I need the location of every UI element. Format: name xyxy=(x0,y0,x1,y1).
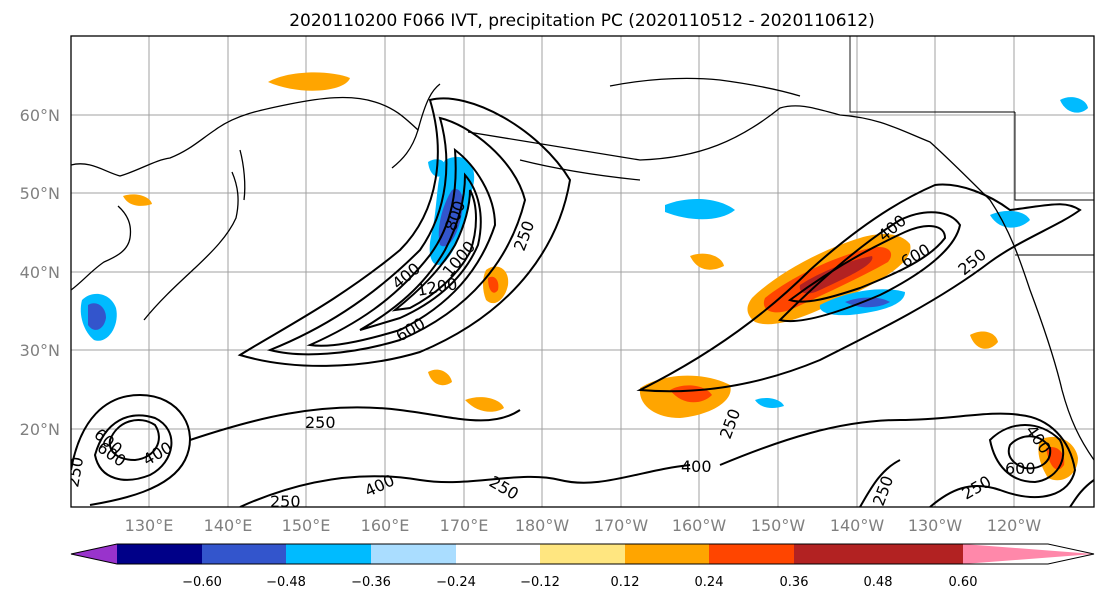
coast-korea-china xyxy=(71,205,132,291)
shade-pos-kamchatka xyxy=(268,72,350,91)
contour-label: 600 xyxy=(1005,459,1036,478)
shade-pos-165e xyxy=(428,369,452,386)
coast-japan xyxy=(143,171,239,321)
lon-label-150e: 150°E xyxy=(282,516,331,535)
lon-label-170e: 170°E xyxy=(440,516,489,535)
shade-neg-160w xyxy=(665,198,735,220)
contour-400-sw xyxy=(93,414,173,481)
colorbar-tick-label: −0.36 xyxy=(351,575,391,590)
figure-title: 2020110200 F066 IVT, precipitation PC (2… xyxy=(289,11,875,31)
colorbar-tick-label: 0.60 xyxy=(949,575,978,590)
coast-north-america xyxy=(467,105,1094,461)
contour-800-west xyxy=(359,172,482,331)
map-frame xyxy=(70,35,1095,508)
coastlines xyxy=(71,77,1094,461)
shade-neg-150w-south xyxy=(755,397,784,408)
contour-250-se-edge xyxy=(1069,479,1094,507)
colorbar-extend-high xyxy=(963,544,1094,564)
colorbar-tick-label: 0.36 xyxy=(780,575,809,590)
lon-label-180w: 180°W xyxy=(515,516,570,535)
latitude-labels: 60°N 50°N 40°N 30°N 20°N xyxy=(20,106,60,439)
colorbar-segment xyxy=(117,544,202,564)
shade-neg-japan-south-core xyxy=(88,303,106,330)
lon-label-140w: 140°W xyxy=(830,516,885,535)
colorbar-segment xyxy=(878,544,963,564)
contour-250-se xyxy=(719,412,1077,507)
colorbar-tick-label: −0.60 xyxy=(182,575,222,590)
shade-pos-130w xyxy=(970,331,998,349)
colorbar-segment xyxy=(456,544,540,564)
contour-600-sw xyxy=(108,419,160,462)
ivt-contours xyxy=(71,97,1094,507)
border-alaska-canada xyxy=(849,36,1015,113)
colorbar-segment xyxy=(286,544,371,564)
shade-neg-northeast xyxy=(1060,97,1088,113)
colorbar-segment xyxy=(540,544,625,564)
contour-label: 250 xyxy=(305,413,336,432)
coast-asia-north xyxy=(71,83,441,177)
colorbar-tick-label: 0.24 xyxy=(695,575,724,590)
contour-label: 250 xyxy=(270,492,301,511)
lat-label-20n: 20°N xyxy=(20,420,60,439)
colorbar-segment xyxy=(625,544,709,564)
lat-label-40n: 40°N xyxy=(20,263,60,282)
map-panel: 250 400 600 800 1000 1200 250 400 600 25… xyxy=(63,35,1095,511)
lat-label-30n: 30°N xyxy=(20,341,60,360)
coast-sakhalin xyxy=(239,149,246,201)
lon-label-160e: 160°E xyxy=(361,516,410,535)
coast-alaska-north xyxy=(609,77,801,97)
lat-label-60n: 60°N xyxy=(20,106,60,125)
colorbar-ticks: −0.60 −0.48 −0.36 −0.24 −0.12 0.12 0.24 … xyxy=(182,575,977,590)
contour-1000-west xyxy=(391,189,477,312)
contour-250-150w-south xyxy=(859,459,901,507)
contour-250-west xyxy=(237,97,572,367)
colorbar-tick-label: 0.48 xyxy=(864,575,893,590)
colorbar-extend-low xyxy=(71,544,117,564)
colorbar-tick-label: −0.12 xyxy=(520,575,560,590)
precipitation-shading xyxy=(80,72,1088,481)
lat-label-50n: 50°N xyxy=(20,184,60,203)
colorbar-segment xyxy=(709,544,794,564)
coast-aleutians xyxy=(519,159,641,181)
contour-label: 400 xyxy=(681,457,712,476)
shade-pos-175e xyxy=(465,397,504,412)
lon-label-140e: 140°E xyxy=(204,516,253,535)
colorbar-outline xyxy=(70,543,1095,565)
longitude-labels: 130°E 140°E 150°E 160°E 170°E 180°W 170°… xyxy=(125,516,1042,535)
shade-neg-core-west xyxy=(438,189,463,247)
contour-600-east xyxy=(787,225,947,303)
shade-pos-170e-core xyxy=(488,276,499,293)
colorbar-tick-label: 0.12 xyxy=(611,575,640,590)
contour-600-west xyxy=(306,147,497,347)
colorbar-segment xyxy=(202,544,286,564)
contour-600-se xyxy=(1007,435,1052,470)
lon-label-120w: 120°W xyxy=(987,516,1042,535)
lon-label-150w: 150°W xyxy=(751,516,806,535)
shade-neg-bc-coast xyxy=(990,210,1030,228)
lon-label-130w: 130°W xyxy=(908,516,963,535)
lon-label-170w: 170°W xyxy=(594,516,649,535)
contour-250-east xyxy=(636,183,1082,393)
lon-label-160w: 160°W xyxy=(672,516,727,535)
contour-400-se xyxy=(988,424,1065,484)
colorbar-segment xyxy=(794,544,878,564)
shade-pos-160w xyxy=(690,253,724,270)
colorbar-tick-label: −0.24 xyxy=(436,575,476,590)
contour-250-subtropical xyxy=(189,406,521,441)
contour-400-east xyxy=(778,211,962,323)
colorbar-tick-label: −0.48 xyxy=(266,575,306,590)
contour-250-sw xyxy=(71,393,191,506)
colorbar-segment xyxy=(371,544,456,564)
coast-kamchatka xyxy=(391,129,419,169)
contour-400-west xyxy=(266,116,527,356)
border-canada-us xyxy=(1014,112,1094,201)
lon-label-130e: 130°E xyxy=(125,516,174,535)
borders xyxy=(849,36,1094,256)
colorbar: −0.60 −0.48 −0.36 −0.24 −0.12 0.12 0.24 … xyxy=(70,543,1095,590)
contour-label: 250 xyxy=(63,455,87,488)
contour-400-subtropical xyxy=(239,464,691,507)
shade-pos-sakhalin xyxy=(123,194,152,206)
